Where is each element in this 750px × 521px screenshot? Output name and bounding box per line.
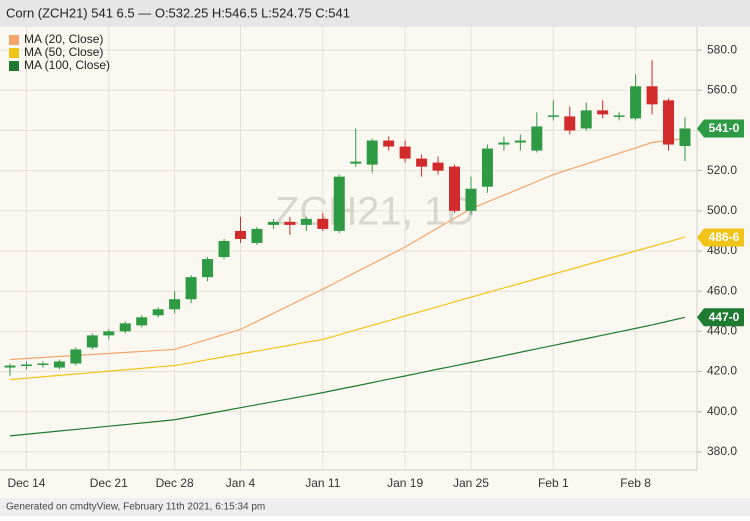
y-tick-label: 380.0 — [707, 444, 737, 458]
candle-body — [383, 140, 395, 147]
candle-body — [399, 146, 411, 159]
ma-line — [9, 236, 686, 381]
x-tick-label: Feb 1 — [538, 476, 569, 490]
legend-swatch — [9, 61, 19, 71]
candle-body — [4, 365, 16, 368]
price-tag — [697, 119, 744, 138]
candle-body — [185, 277, 197, 300]
axes: 380.0 400.0 420.0 440.0 460.0 480.0 500.0 520.0… — [7, 42, 744, 490]
y-tick-label: 520.0 — [707, 163, 737, 177]
price-tag-label: 541-0 — [709, 121, 740, 135]
y-tick-label: 580.0 — [707, 42, 737, 56]
candle-body — [547, 115, 559, 117]
price-tag-label: 447-0 — [709, 310, 740, 324]
watermark: ZCH21, 1D — [275, 190, 475, 234]
x-tick-label: Dec 21 — [90, 476, 128, 490]
x-tick-label: Jan 25 — [453, 476, 489, 490]
candle-body — [300, 218, 312, 225]
candle-body — [267, 221, 279, 225]
candle-body — [449, 166, 461, 211]
legend-label: MA (20, Close) — [24, 32, 103, 46]
y-tick-label: 500.0 — [707, 203, 737, 217]
candle-body — [218, 240, 230, 258]
legend-swatch — [9, 48, 19, 58]
candle-body — [646, 86, 658, 105]
candle-body — [53, 361, 65, 368]
candle-body — [152, 309, 164, 316]
candle-body — [465, 188, 477, 211]
candle-body — [481, 148, 493, 187]
candle-body — [136, 317, 148, 326]
y-tick-label: 420.0 — [707, 364, 737, 378]
y-tick-label: 560.0 — [707, 82, 737, 96]
candle-body — [234, 230, 246, 239]
candle-body — [580, 110, 592, 129]
candle-body — [416, 158, 428, 167]
candle-body — [333, 176, 345, 231]
header-bar — [0, 0, 750, 27]
candle-body — [202, 259, 214, 278]
candle-body — [514, 140, 526, 143]
x-tick-label: Dec 14 — [7, 476, 45, 490]
footer-text: Generated on cmdtyView, February 11th 20… — [6, 502, 265, 513]
price-tag — [697, 228, 744, 247]
candle-body — [432, 162, 444, 171]
candle-body — [663, 100, 675, 145]
axis-panel — [697, 27, 750, 470]
candle-body — [679, 128, 691, 147]
footer-bar — [0, 498, 750, 516]
candle-body — [37, 363, 49, 366]
candle-body — [350, 161, 362, 164]
candle-body — [564, 116, 576, 131]
ma-line — [9, 316, 686, 437]
candle-body — [251, 228, 263, 243]
y-tick-label: 460.0 — [707, 283, 737, 297]
candle-body — [20, 364, 32, 367]
legend: MA (20, Close)MA (50, Close)MA (100, Clo… — [9, 32, 110, 72]
chart-title: Corn (ZCH21) 541 6.5 — O:532.25 H:546.5 … — [6, 5, 350, 20]
candle-body — [531, 126, 543, 151]
candle-body — [284, 221, 296, 225]
candle-body — [597, 110, 609, 115]
y-tick-label: 440.0 — [707, 324, 737, 338]
candle-body — [119, 323, 131, 332]
candle-body — [613, 115, 625, 117]
y-tick-label: 400.0 — [707, 404, 737, 418]
ma-line — [9, 137, 686, 361]
legend-label: MA (100, Close) — [24, 58, 110, 72]
x-tick-label: Feb 8 — [620, 476, 651, 490]
grid — [0, 27, 697, 470]
candle-body — [103, 331, 115, 336]
price-tag — [697, 308, 744, 327]
y-tick-label: 480.0 — [707, 243, 737, 257]
x-tick-label: Dec 28 — [156, 476, 194, 490]
x-tick-label: Jan 11 — [305, 476, 340, 490]
candle-body — [498, 142, 510, 145]
plot — [4, 60, 691, 437]
candle-body — [169, 299, 181, 310]
x-tick-label: Jan 4 — [226, 476, 256, 490]
candle-body — [317, 218, 329, 229]
legend-label: MA (50, Close) — [24, 45, 103, 59]
candle-body — [366, 140, 378, 165]
legend-swatch — [9, 35, 19, 45]
candle-body — [70, 349, 82, 364]
candle-body — [86, 335, 98, 348]
x-axis-panel — [0, 470, 750, 498]
price-tag-label: 486-6 — [709, 230, 740, 244]
x-tick-label: Jan 19 — [387, 476, 423, 490]
candle-body — [630, 86, 642, 119]
